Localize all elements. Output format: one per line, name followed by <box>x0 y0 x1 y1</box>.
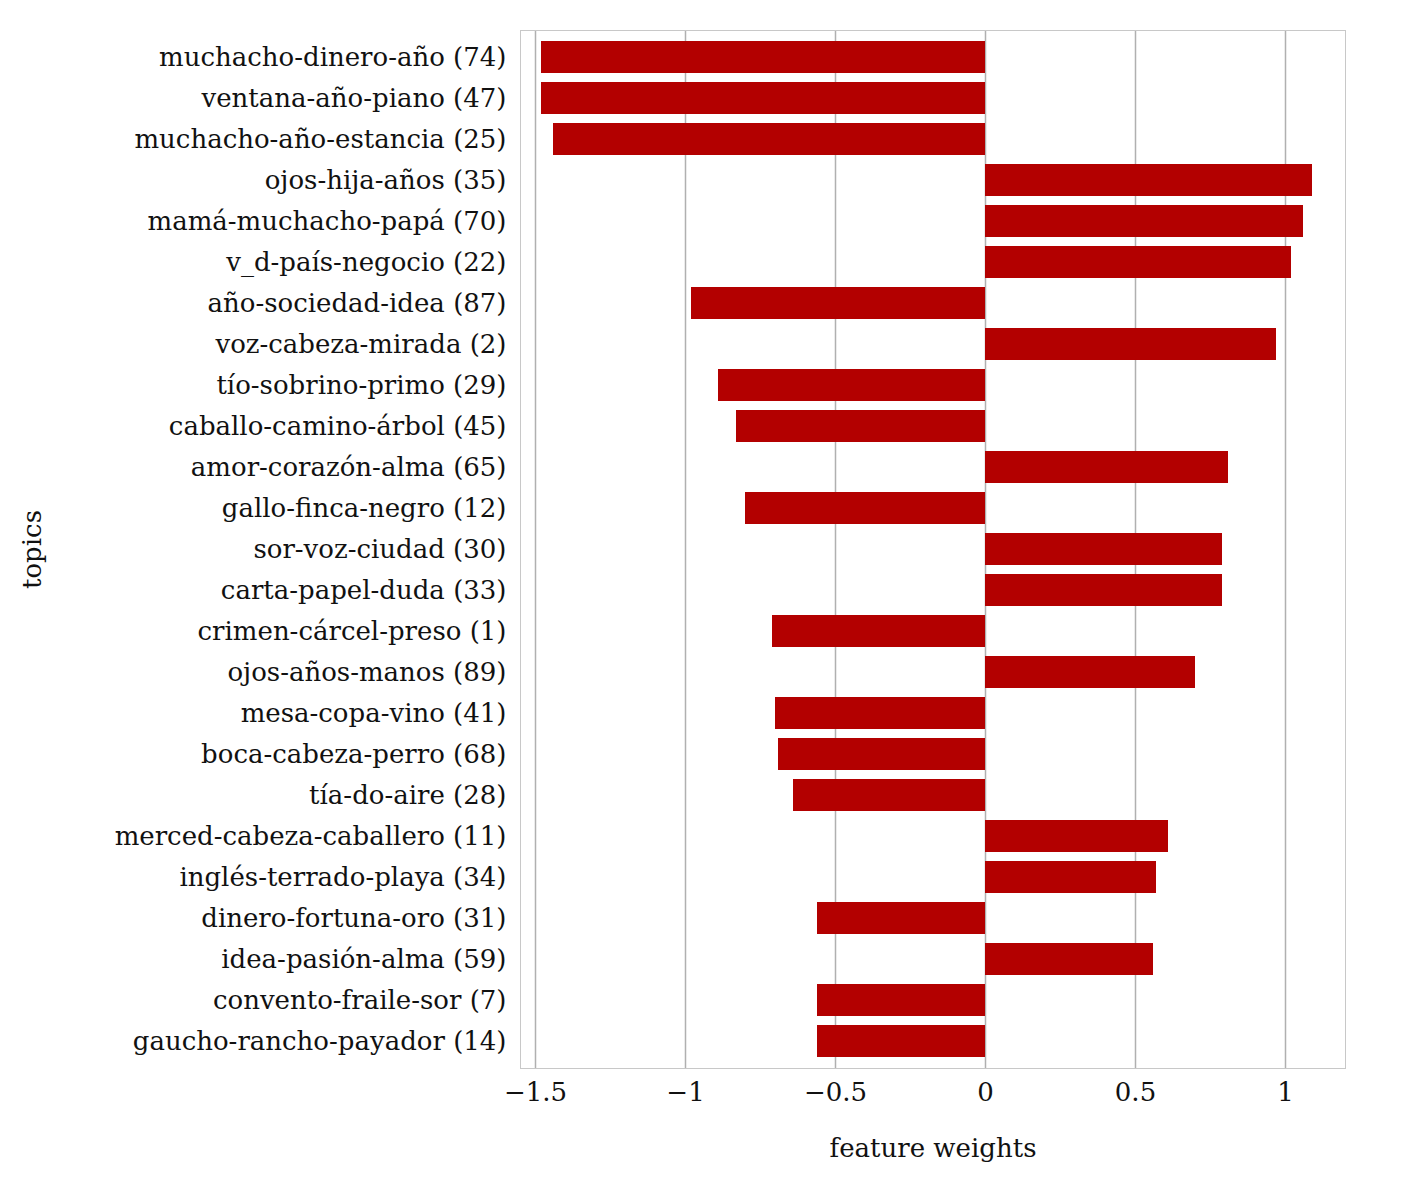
svg-text:ventana-año-piano (47): ventana-año-piano (47) <box>201 83 507 113</box>
svg-text:−1: −1 <box>666 1077 704 1107</box>
svg-text:mamá-muchacho-papá (70): mamá-muchacho-papá (70) <box>148 206 507 236</box>
svg-text:−1.5: −1.5 <box>504 1077 567 1107</box>
svg-text:idea-pasión-alma (59): idea-pasión-alma (59) <box>221 944 506 974</box>
svg-text:convento-fraile-sor (7): convento-fraile-sor (7) <box>213 985 507 1015</box>
svg-text:boca-cabeza-perro (68): boca-cabeza-perro (68) <box>201 739 506 769</box>
svg-text:caballo-camino-árbol (45): caballo-camino-árbol (45) <box>169 411 507 441</box>
svg-text:mesa-copa-vino (41): mesa-copa-vino (41) <box>241 698 507 728</box>
svg-text:gallo-finca-negro (12): gallo-finca-negro (12) <box>222 493 507 523</box>
svg-text:v_d-país-negocio (22): v_d-país-negocio (22) <box>225 247 506 278</box>
svg-text:amor-corazón-alma (65): amor-corazón-alma (65) <box>191 452 507 482</box>
svg-text:año-sociedad-idea (87): año-sociedad-idea (87) <box>208 288 507 318</box>
svg-text:tía-do-aire (28): tía-do-aire (28) <box>309 780 506 810</box>
svg-text:voz-cabeza-mirada (2): voz-cabeza-mirada (2) <box>214 329 506 359</box>
svg-text:crimen-cárcel-preso (1): crimen-cárcel-preso (1) <box>198 616 507 646</box>
svg-text:feature weights: feature weights <box>830 1133 1037 1163</box>
svg-text:dinero-fortuna-oro (31): dinero-fortuna-oro (31) <box>201 903 506 933</box>
svg-text:merced-cabeza-caballero (11): merced-cabeza-caballero (11) <box>115 821 507 851</box>
svg-text:muchacho-año-estancia (25): muchacho-año-estancia (25) <box>134 124 506 154</box>
svg-text:ojos-años-manos (89): ojos-años-manos (89) <box>227 657 506 687</box>
svg-text:−0.5: −0.5 <box>804 1077 867 1107</box>
svg-text:ojos-hija-años (35): ojos-hija-años (35) <box>265 165 507 195</box>
svg-text:gaucho-rancho-payador (14): gaucho-rancho-payador (14) <box>133 1026 507 1056</box>
svg-text:0: 0 <box>977 1077 994 1107</box>
svg-text:inglés-terrado-playa (34): inglés-terrado-playa (34) <box>179 862 506 892</box>
svg-text:0.5: 0.5 <box>1115 1077 1156 1107</box>
svg-text:1: 1 <box>1277 1077 1294 1107</box>
svg-text:topics: topics <box>17 510 47 589</box>
svg-text:muchacho-dinero-año (74): muchacho-dinero-año (74) <box>159 42 506 72</box>
svg-text:carta-papel-duda (33): carta-papel-duda (33) <box>221 575 507 605</box>
svg-text:tío-sobrino-primo (29): tío-sobrino-primo (29) <box>216 370 506 400</box>
svg-text:sor-voz-ciudad (30): sor-voz-ciudad (30) <box>253 534 506 564</box>
